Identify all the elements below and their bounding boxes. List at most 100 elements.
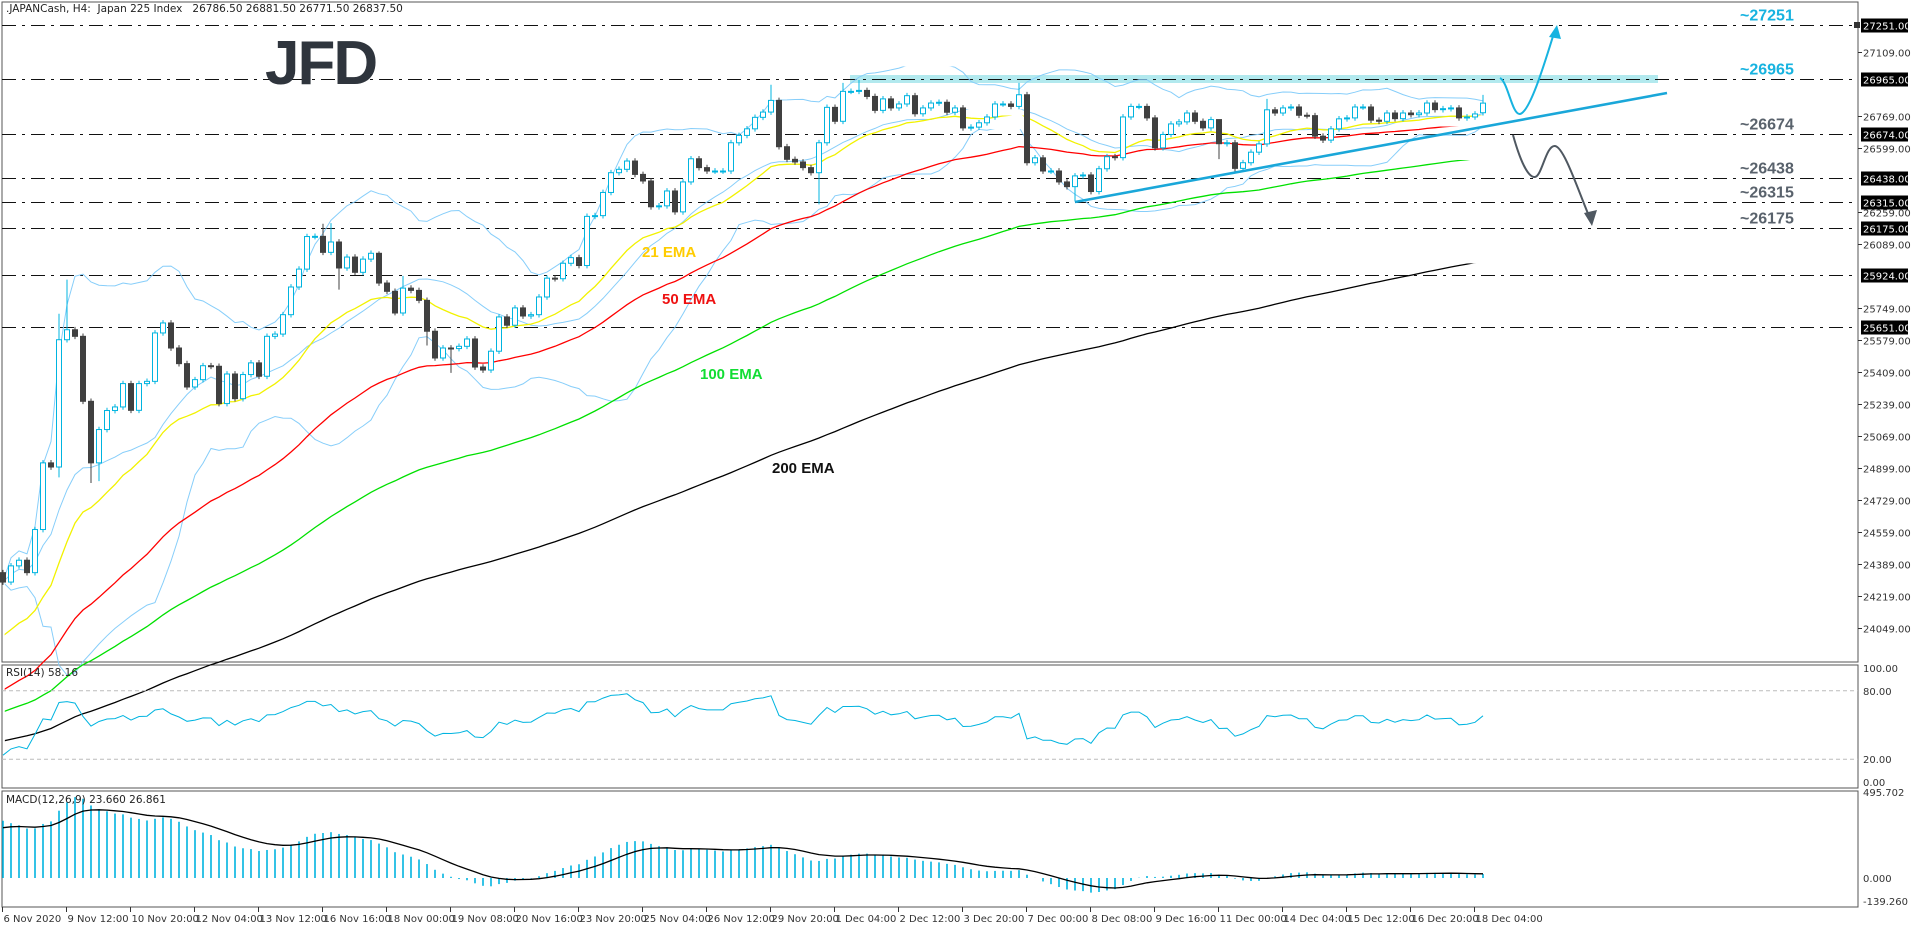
- horizontal-levels[interactable]: [2, 25, 1858, 328]
- candle-bullish: [248, 362, 254, 376]
- time-tick-label: 3 Dec 20:00: [964, 914, 1025, 925]
- jfd-logo: JFD: [265, 29, 378, 98]
- candle-bearish: [576, 257, 582, 267]
- candle-bullish: [1160, 133, 1166, 149]
- rsi-label: RSI(14) 58.16: [6, 667, 79, 679]
- candle-bearish: [640, 173, 646, 182]
- macd-axis-label: 495.702: [1863, 788, 1904, 799]
- logo-text: JFD: [265, 29, 376, 98]
- candle-bullish: [1288, 106, 1294, 109]
- candle-bullish: [400, 287, 406, 314]
- symbol-title: .JAPANCash, H4: Japan 225 Index: [6, 3, 183, 15]
- price-tick-label: 25409.00: [1863, 369, 1911, 380]
- candle-bearish: [184, 363, 190, 388]
- candle-bullish: [1168, 123, 1174, 135]
- candle-bullish: [976, 122, 982, 128]
- level-price-box: [1861, 171, 1908, 186]
- candle-bullish: [192, 379, 198, 388]
- candle-bearish: [1456, 107, 1462, 119]
- price-tick-label: 26259.00: [1863, 209, 1911, 220]
- candle-bullish: [1440, 108, 1446, 111]
- macd-signal-line: [2, 809, 1484, 889]
- level-price-box: [1861, 221, 1908, 236]
- candle-bearish: [1368, 106, 1374, 121]
- candle-bearish: [1152, 117, 1158, 149]
- candle-bearish: [1392, 112, 1398, 120]
- candle-bearish: [72, 329, 78, 337]
- macd-axis-label: -139.260: [1863, 897, 1908, 908]
- candle-bullish: [224, 373, 230, 405]
- candle-bearish: [376, 252, 382, 284]
- candle-bullish: [936, 101, 942, 104]
- candle-bearish: [416, 289, 422, 301]
- time-tick-label: 29 Nov 20:00: [772, 914, 839, 925]
- candle-bearish: [1304, 114, 1310, 117]
- candle-bullish: [240, 374, 246, 400]
- level-price-label: 26175.00: [1863, 225, 1911, 236]
- candle-bullish: [1264, 109, 1270, 145]
- candle-bullish: [1480, 102, 1486, 114]
- candle-bullish: [120, 383, 126, 408]
- price-tick-label: 24389.00: [1863, 561, 1911, 572]
- candle-bullish: [456, 345, 462, 350]
- ema-labels: 21 EMA 50 EMA 100 EMA 200 EMA: [642, 244, 835, 477]
- candle-bearish: [888, 98, 894, 109]
- ascending-trendline[interactable]: [1074, 91, 1668, 204]
- candle-bullish: [840, 90, 846, 122]
- time-tick-label: 16 Nov 16:00: [324, 914, 391, 925]
- price-tick-label: 24899.00: [1863, 465, 1911, 476]
- candle-bullish: [1240, 162, 1246, 169]
- candle-bullish: [1352, 106, 1358, 119]
- candle-bullish: [600, 191, 606, 217]
- chart-header: .JAPANCash, H4: Japan 225 Index 26786.50…: [6, 3, 403, 15]
- time-tick-label: 23 Nov 20:00: [580, 914, 647, 925]
- candle-bullish: [760, 111, 766, 118]
- candle-bearish: [696, 158, 702, 169]
- time-tick-label: 11 Dec 00:00: [1220, 914, 1287, 925]
- level-labels: ~27251 ~26965 ~26674 ~26438 ~26315 ~26175: [1740, 8, 1794, 228]
- macd-panel-border: [1, 790, 1859, 908]
- ema-label-3: 200 EMA: [772, 460, 835, 477]
- candle-bearish: [1112, 156, 1118, 159]
- level-label: ~26315: [1740, 185, 1794, 202]
- time-tick-label: 25 Nov 04:00: [644, 914, 711, 925]
- candle-bearish: [1312, 115, 1318, 137]
- macd-axis-label: 0.000: [1863, 874, 1892, 885]
- price-tick-label: 26769.00: [1863, 113, 1911, 124]
- candle-bullish: [1448, 107, 1454, 110]
- candle-bullish: [1416, 112, 1422, 116]
- candle-bullish: [40, 462, 46, 531]
- time-tick-label: 8 Dec 08:00: [1092, 914, 1153, 925]
- trendline[interactable]: [1074, 91, 1668, 204]
- level-price-label: 27251.00: [1863, 22, 1911, 33]
- candle-bearish: [176, 347, 182, 365]
- bollinger-bands: [3, 64, 1483, 675]
- candle-bearish: [1192, 112, 1198, 122]
- bullish-scenario-arrow: [1499, 32, 1555, 115]
- candle-bearish: [0, 572, 6, 583]
- time-tick-label: 12 Nov 04:00: [196, 914, 263, 925]
- candle-bearish: [1024, 94, 1030, 164]
- level-price-box: [1861, 127, 1908, 142]
- candle-bearish: [960, 107, 966, 129]
- candle-bullish: [512, 307, 518, 326]
- candle-bearish: [1144, 105, 1150, 119]
- bollinger-upper: [3, 64, 1483, 582]
- candle-bearish: [672, 190, 678, 213]
- candle-bullish: [200, 365, 206, 381]
- time-tick-label: 9 Dec 16:00: [1156, 914, 1217, 925]
- candle-bullish: [984, 116, 990, 124]
- candle-bullish: [1472, 113, 1478, 118]
- candle-bullish: [1424, 102, 1430, 114]
- candle-bullish: [768, 99, 774, 113]
- level-price-label: 25924.00: [1863, 272, 1911, 283]
- candle-bullish: [144, 380, 150, 385]
- candles: [0, 80, 1486, 585]
- level-price-label: 26315.00: [1863, 199, 1911, 210]
- candle-bearish: [384, 282, 390, 292]
- candle-bearish: [1040, 157, 1046, 172]
- candle-bearish: [80, 335, 86, 402]
- candle-bullish: [104, 410, 110, 431]
- bearish-scenario-arrow: [1512, 134, 1590, 217]
